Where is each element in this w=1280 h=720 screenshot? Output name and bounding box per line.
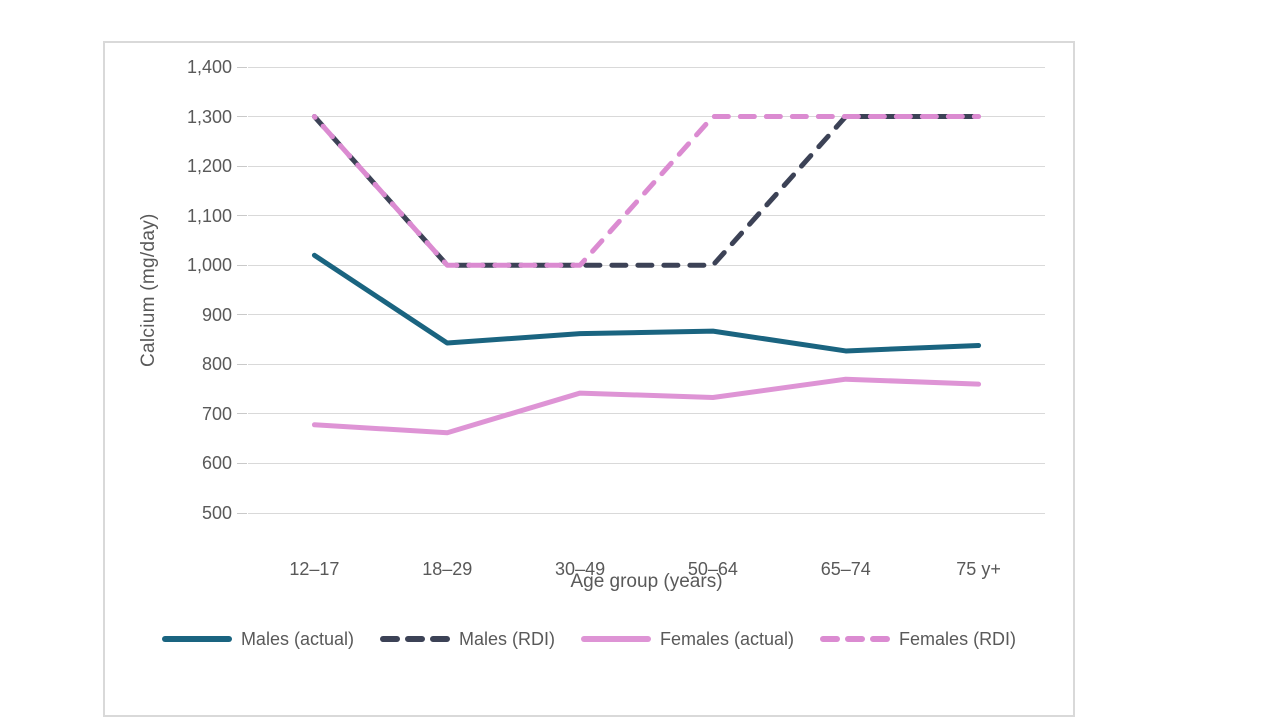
x-axis-tick-label: 50–64 (687, 559, 738, 579)
y-axis-tick (237, 314, 247, 316)
series-line-males-actual (311, 252, 982, 354)
legend-swatch-males-rdi (379, 636, 450, 642)
gridline (248, 512, 1045, 514)
y-axis-tick (237, 264, 247, 266)
legend-swatch-females-rdi (820, 636, 891, 642)
legend-item-females-rdi: Females (RDI) (820, 629, 1016, 650)
legend-item-females-actual: Females (actual) (581, 629, 794, 650)
x-axis-tick-label: 12–17 (289, 559, 340, 579)
y-axis-tick-label: 1,400 (186, 57, 232, 77)
y-axis-tick (237, 116, 247, 118)
y-axis-tick-label: 600 (201, 453, 232, 474)
gridline (248, 462, 1045, 464)
y-axis-tick (237, 165, 247, 167)
calcium-line-chart: Calcium (mg/day) 1,400 1,300 1,200 1,100 1,0… (103, 41, 1075, 717)
x-axis-tick-label: 65–74 (820, 559, 871, 579)
series-line-females-actual (311, 376, 982, 436)
y-axis-tick-label: 1,200 (186, 156, 232, 177)
legend-item-males-actual: Males (actual) (161, 628, 354, 650)
y-axis-tick (237, 462, 247, 464)
legend-swatch-males-actual (161, 636, 232, 642)
gridline (248, 314, 1045, 316)
legend-swatch-females-actual (581, 636, 651, 642)
y-axis-tick-label: 500 (201, 503, 232, 523)
legend-label-males-rdi: Males (RDI) (458, 628, 555, 649)
y-axis-tick-label: 1,300 (186, 106, 232, 127)
gridline (248, 66, 1045, 68)
x-axis-tick-label: 75 y+ (956, 559, 1001, 579)
series-line-females-rdi (311, 114, 982, 268)
x-axis-title: Age group (years) (570, 571, 723, 592)
x-axis-tick-label: 18–29 (422, 559, 473, 579)
gridline (248, 413, 1045, 415)
y-axis-tick (237, 413, 247, 415)
legend-item-males-rdi: Males (RDI) (379, 628, 555, 650)
series-lines (311, 114, 982, 436)
y-axis-tick (237, 215, 247, 217)
y-axis-tick-label: 1,000 (186, 255, 232, 276)
gridline (248, 215, 1045, 217)
y-axis-tick (237, 66, 247, 68)
legend-label-males-actual: Males (actual) (240, 628, 354, 649)
y-axis-tick-label: 800 (201, 354, 232, 375)
y-axis-tick (237, 512, 247, 514)
gridline (248, 165, 1045, 167)
legend-label-females-actual: Females (actual) (660, 628, 795, 649)
y-axis-title: Calcium (mg/day) (138, 213, 159, 367)
y-axis-tick-label: 900 (201, 304, 232, 325)
y-axis-tick (237, 363, 247, 365)
y-axis-tick-label: 700 (201, 403, 232, 424)
gridline (248, 116, 1045, 118)
plot-area: 1,400 1,300 1,200 1,100 1,000 900 800 700 600 500… (187, 57, 1045, 579)
y-axis-tick-label: 1,100 (186, 205, 232, 226)
legend-label-females-rdi: Females (RDI) (899, 628, 1017, 649)
gridline (248, 363, 1045, 365)
chart-legend: Males (actual) Males (RDI) Females (actual… (105, 623, 1073, 655)
x-axis-tick-label: 30–49 (555, 559, 606, 579)
